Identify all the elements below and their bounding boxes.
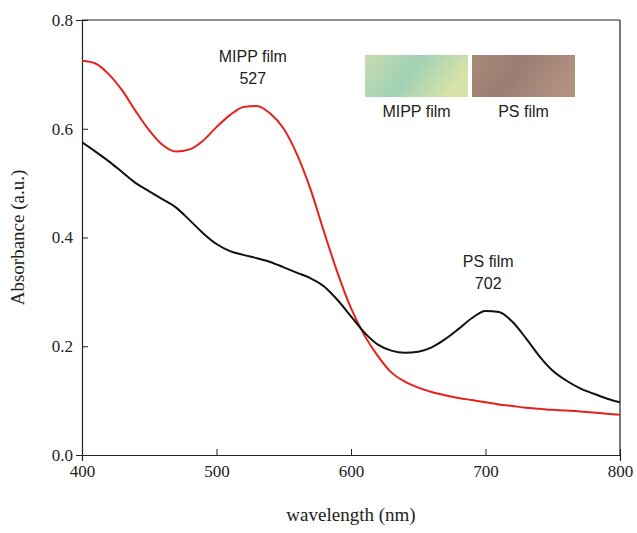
peak-value: 702 bbox=[475, 275, 502, 292]
x-tick-mark bbox=[486, 449, 487, 455]
series-line bbox=[82, 142, 620, 402]
peak-name: PS film bbox=[463, 253, 514, 270]
chart: 400 500 600 700 800 0.0 0.2 0.4 0.6 0.8 wavelength… bbox=[0, 0, 637, 533]
frame bbox=[619, 20, 620, 455]
y-tick-label: 0.8 bbox=[52, 11, 73, 30]
y-tick-mark bbox=[82, 455, 88, 456]
x-tick-label: 600 bbox=[339, 462, 365, 481]
x-tick-label: 700 bbox=[473, 462, 499, 481]
x-tick-label: 800 bbox=[608, 462, 634, 481]
x-axis-title: wavelength (nm) bbox=[286, 504, 415, 526]
peak-name: MIPP film bbox=[219, 48, 287, 65]
x-tick-mark bbox=[217, 449, 218, 455]
y-tick: 0.4 bbox=[52, 228, 88, 247]
y-tick-label: 0.6 bbox=[52, 120, 73, 139]
y-tick-label: 0.0 bbox=[52, 446, 73, 465]
frame bbox=[82, 19, 620, 20]
y-tick: 0.6 bbox=[52, 120, 88, 139]
y-axis-line bbox=[76, 21, 83, 456]
x-tick: 700 bbox=[473, 449, 499, 481]
inset-label: MIPP film bbox=[382, 103, 450, 120]
inset-label: PS film bbox=[498, 103, 549, 120]
x-tick: 500 bbox=[204, 449, 230, 481]
peak-value: 527 bbox=[239, 70, 266, 87]
x-axis: 400 500 600 700 800 bbox=[70, 449, 634, 481]
y-axis-title: Absorbance (a.u.) bbox=[7, 170, 29, 306]
x-tick-label: 500 bbox=[204, 462, 230, 481]
x-tick-label: 400 bbox=[70, 462, 96, 481]
peak-labels: 527 MIPP film 702 PS film bbox=[219, 48, 514, 292]
x-axis-line bbox=[83, 456, 621, 462]
y-tick-label: 0.2 bbox=[52, 337, 73, 356]
y-tick-mark bbox=[82, 346, 88, 347]
series-line bbox=[82, 61, 620, 415]
y-axis: 0.0 0.2 0.4 0.6 0.8 bbox=[52, 11, 88, 465]
plot-lines bbox=[82, 61, 620, 415]
y-tick: 0.0 bbox=[52, 446, 88, 465]
y-tick-mark bbox=[82, 129, 88, 130]
y-tick: 0.2 bbox=[52, 337, 88, 356]
x-tick-mark bbox=[351, 449, 352, 455]
y-tick-label: 0.4 bbox=[52, 228, 74, 247]
x-tick: 600 bbox=[339, 449, 365, 481]
inset-photo bbox=[365, 55, 468, 97]
inset-photo bbox=[472, 55, 575, 97]
inset: MIPP film PS film bbox=[365, 55, 575, 120]
y-tick-mark bbox=[82, 238, 88, 239]
